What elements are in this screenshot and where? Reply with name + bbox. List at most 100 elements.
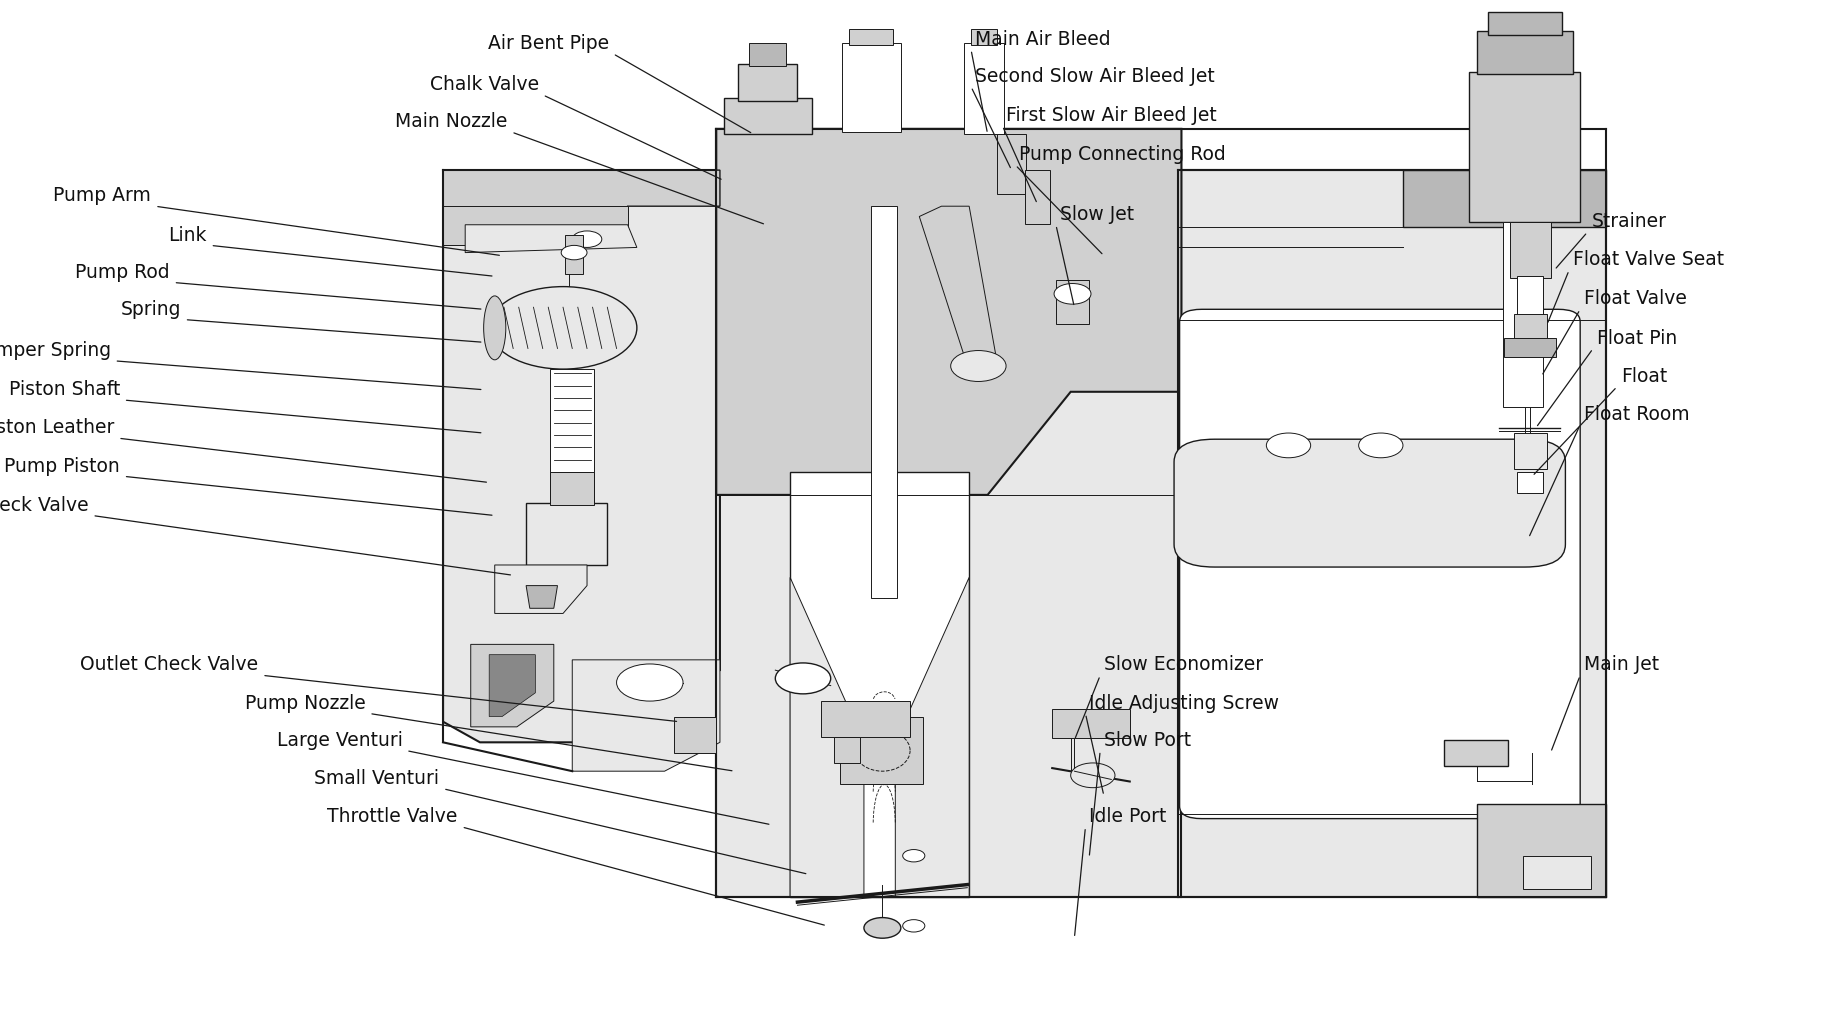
Text: Small Venturi: Small Venturi xyxy=(314,769,439,788)
Text: Throttle Valve: Throttle Valve xyxy=(327,807,458,826)
Polygon shape xyxy=(1517,276,1543,315)
Text: Slow Jet: Slow Jet xyxy=(1060,205,1133,224)
Polygon shape xyxy=(724,98,812,134)
Text: Pump Connecting Rod: Pump Connecting Rod xyxy=(1019,145,1226,164)
Polygon shape xyxy=(834,737,860,763)
Polygon shape xyxy=(1444,740,1508,766)
Polygon shape xyxy=(550,369,594,503)
Polygon shape xyxy=(1510,222,1551,278)
Polygon shape xyxy=(871,206,897,598)
Polygon shape xyxy=(471,644,554,727)
Polygon shape xyxy=(443,170,720,742)
Polygon shape xyxy=(1056,280,1089,324)
Text: Float Pin: Float Pin xyxy=(1597,329,1676,347)
Polygon shape xyxy=(443,206,628,245)
Polygon shape xyxy=(964,43,1004,134)
Polygon shape xyxy=(1477,31,1573,74)
Polygon shape xyxy=(1052,709,1130,738)
Polygon shape xyxy=(674,717,716,753)
Circle shape xyxy=(775,663,831,694)
Circle shape xyxy=(489,287,637,369)
Polygon shape xyxy=(842,43,901,132)
Polygon shape xyxy=(565,235,583,274)
Polygon shape xyxy=(716,129,1181,897)
Text: Pump Rod: Pump Rod xyxy=(76,263,170,281)
Polygon shape xyxy=(489,655,535,717)
Polygon shape xyxy=(840,717,923,784)
Text: Main Nozzle: Main Nozzle xyxy=(395,112,508,131)
Text: Idle Adjusting Screw: Idle Adjusting Screw xyxy=(1089,694,1279,712)
Text: Outlet Check Valve: Outlet Check Valve xyxy=(81,656,258,674)
Polygon shape xyxy=(1504,338,1556,357)
Polygon shape xyxy=(465,225,637,253)
Circle shape xyxy=(951,351,1006,381)
Text: Inlet Check Valve: Inlet Check Valve xyxy=(0,496,89,514)
Polygon shape xyxy=(971,29,997,45)
Circle shape xyxy=(1359,433,1403,458)
Polygon shape xyxy=(1477,804,1606,897)
Polygon shape xyxy=(1025,170,1050,224)
Polygon shape xyxy=(1503,222,1543,407)
Polygon shape xyxy=(1488,12,1562,35)
Text: Pump Piston: Pump Piston xyxy=(4,457,120,475)
Text: Pump Nozzle: Pump Nozzle xyxy=(246,694,366,712)
Text: Float: Float xyxy=(1621,367,1667,386)
Text: Large Venturi: Large Venturi xyxy=(277,731,402,750)
Polygon shape xyxy=(1517,472,1543,493)
Circle shape xyxy=(903,850,925,862)
Polygon shape xyxy=(1469,72,1580,222)
Polygon shape xyxy=(790,577,864,897)
Circle shape xyxy=(617,664,683,701)
Polygon shape xyxy=(1200,320,1560,809)
Polygon shape xyxy=(1523,856,1591,889)
Polygon shape xyxy=(1178,170,1606,897)
Text: Float Valve: Float Valve xyxy=(1584,290,1687,308)
Polygon shape xyxy=(1403,170,1606,227)
Polygon shape xyxy=(526,503,607,565)
Text: Pump Arm: Pump Arm xyxy=(54,187,151,205)
Circle shape xyxy=(864,918,901,938)
Circle shape xyxy=(1054,284,1091,304)
Text: Strainer: Strainer xyxy=(1591,212,1667,231)
Polygon shape xyxy=(790,472,969,897)
Text: Link: Link xyxy=(168,226,207,244)
Polygon shape xyxy=(495,565,587,613)
Polygon shape xyxy=(443,170,720,232)
Text: Float Room: Float Room xyxy=(1584,405,1689,424)
Text: Spring: Spring xyxy=(120,300,181,319)
Polygon shape xyxy=(849,29,893,45)
Text: Float Valve Seat: Float Valve Seat xyxy=(1573,251,1724,269)
Text: Slow Port: Slow Port xyxy=(1104,731,1191,750)
Text: Main Air Bleed: Main Air Bleed xyxy=(975,30,1109,48)
Polygon shape xyxy=(550,472,594,505)
Text: Slow Economizer: Slow Economizer xyxy=(1104,656,1263,674)
Polygon shape xyxy=(572,660,720,771)
FancyBboxPatch shape xyxy=(1180,309,1580,819)
Polygon shape xyxy=(1514,433,1547,469)
Text: Damper Spring: Damper Spring xyxy=(0,341,111,360)
Circle shape xyxy=(561,245,587,260)
Polygon shape xyxy=(716,129,1181,495)
Circle shape xyxy=(572,231,602,247)
Polygon shape xyxy=(997,134,1026,194)
Polygon shape xyxy=(749,43,786,66)
Circle shape xyxy=(903,920,925,932)
Text: Piston Shaft: Piston Shaft xyxy=(9,380,120,399)
Text: Main Jet: Main Jet xyxy=(1584,656,1660,674)
Text: Second Slow Air Bleed Jet: Second Slow Air Bleed Jet xyxy=(975,67,1215,86)
Text: Idle Port: Idle Port xyxy=(1089,807,1167,826)
Text: Piston Leather: Piston Leather xyxy=(0,419,114,437)
Polygon shape xyxy=(526,586,557,608)
Polygon shape xyxy=(821,701,910,737)
FancyBboxPatch shape xyxy=(1174,439,1565,567)
Circle shape xyxy=(1071,763,1115,788)
Text: Air Bent Pipe: Air Bent Pipe xyxy=(487,34,609,53)
Polygon shape xyxy=(895,577,969,897)
Polygon shape xyxy=(1514,314,1547,340)
Ellipse shape xyxy=(484,296,506,360)
Circle shape xyxy=(1266,433,1311,458)
Polygon shape xyxy=(738,64,797,101)
Text: Chalk Valve: Chalk Valve xyxy=(430,75,539,94)
Polygon shape xyxy=(919,206,997,371)
Text: First Slow Air Bleed Jet: First Slow Air Bleed Jet xyxy=(1006,106,1217,125)
